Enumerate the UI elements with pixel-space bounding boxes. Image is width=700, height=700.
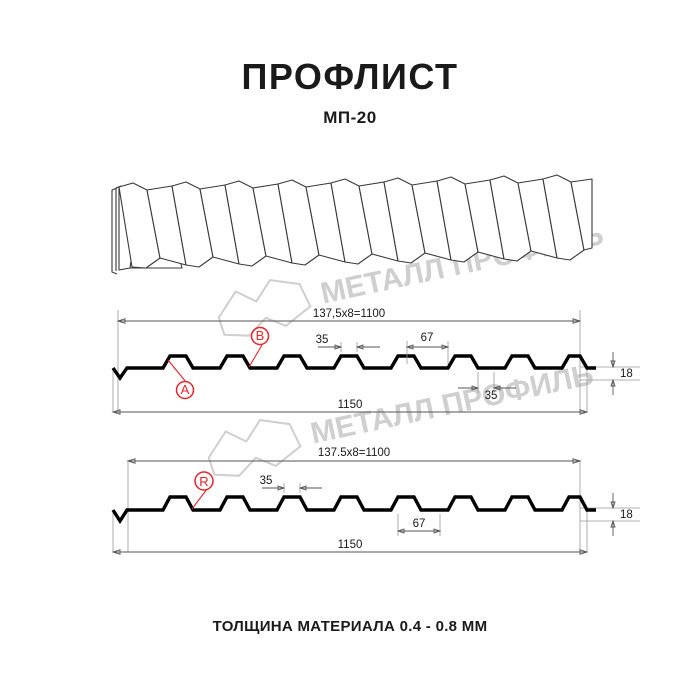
isometric-sheet bbox=[111, 174, 593, 275]
dim-height-bottom-18: 18 bbox=[610, 493, 633, 536]
dim-label-rib-flat-67: 67 bbox=[421, 332, 434, 344]
marker-b: B bbox=[248, 326, 270, 368]
profile-outline-top bbox=[111, 354, 596, 381]
marker-a-label: A bbox=[181, 382, 190, 397]
marker-a-circle bbox=[175, 380, 195, 400]
dim-total-width-top: 1150 bbox=[111, 399, 589, 415]
watermark-logo-icon bbox=[217, 279, 312, 337]
dim-label-rib-top-35-bottom: 35 bbox=[260, 475, 273, 487]
dim-rib-bottom-35: 35 bbox=[458, 372, 516, 402]
dim-label-rib-top-35: 35 bbox=[316, 334, 329, 346]
dim-label-height-top-18: 18 bbox=[620, 368, 633, 380]
dim-label-total-width-top: 1150 bbox=[338, 399, 363, 411]
page-title: ПРОФЛИСТ bbox=[241, 56, 459, 97]
model-subtitle: МП-20 bbox=[323, 107, 377, 127]
marker-a: A bbox=[167, 359, 195, 400]
dim-label-working-width-top: 137,5x8=1100 bbox=[313, 308, 385, 320]
dim-working-width-top: 137,5x8=1100 bbox=[116, 308, 582, 324]
marker-b-circle bbox=[250, 326, 270, 346]
dim-rib-flat-67-bottom: 67 bbox=[396, 514, 442, 536]
iso-ribs bbox=[118, 174, 593, 269]
marker-r-circle bbox=[194, 471, 214, 491]
material-thickness-note: ТОЛЩИНА МАТЕРИАЛА 0.4 - 0.8 ММ bbox=[212, 618, 488, 635]
watermark-logo-icon-2 bbox=[207, 419, 302, 477]
title-block: ПРОФЛИСТ МП-20 bbox=[0, 58, 700, 128]
footer-block: ТОЛЩИНА МАТЕРИАЛА 0.4 - 0.8 ММ bbox=[0, 618, 700, 635]
dim-label-rib-flat-67-bottom: 67 bbox=[413, 518, 426, 530]
profile-outline-bottom bbox=[111, 495, 596, 525]
dim-label-working-width-bottom: 137.5x8=1100 bbox=[318, 447, 390, 459]
dim-working-width-bottom: 137.5x8=1100 bbox=[126, 447, 582, 464]
marker-b-label: B bbox=[256, 328, 265, 343]
dim-rib-top-35: 35 bbox=[316, 334, 380, 352]
dim-total-width-bottom: 1150 bbox=[111, 539, 589, 555]
dim-rib-flat-67: 67 bbox=[405, 332, 450, 364]
bottom-extension-lines bbox=[112, 460, 640, 552]
dim-height-top-18: 18 bbox=[610, 352, 633, 395]
dim-label-height-bottom-18: 18 bbox=[620, 509, 633, 521]
dim-rib-top-35-bottom: 35 bbox=[260, 475, 322, 493]
dim-label-total-width-bottom: 1150 bbox=[338, 539, 363, 551]
marker-r-label: R bbox=[199, 474, 208, 489]
marker-r: R bbox=[191, 471, 214, 510]
dim-label-rib-bottom-35: 35 bbox=[485, 390, 498, 402]
